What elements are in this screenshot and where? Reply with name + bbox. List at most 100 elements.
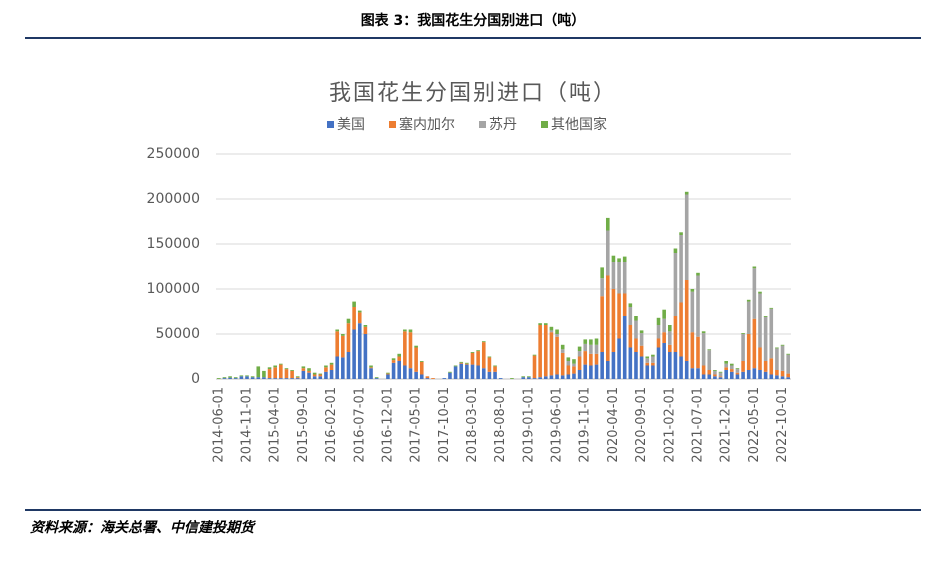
bar-segment [673,248,678,253]
bar-segment [566,365,571,375]
bar-segment [752,268,757,319]
bar-segment [572,373,576,379]
bar-segment [690,368,695,379]
bar-segment [645,365,650,379]
bar-segment [459,361,464,363]
bar-segment [707,349,712,351]
bar-segment [459,362,464,364]
bar-segment [594,344,599,354]
bar-segment [555,329,559,334]
bar-segment [673,352,678,379]
legend-label: 美国 [337,117,365,133]
bar-segment [470,352,475,365]
bar-segment [696,272,700,276]
bar-segment [363,325,368,327]
legend-swatch [327,121,334,128]
bar-segment [713,376,717,379]
bar-segment [617,258,621,262]
x-tick-label: 2019-11-01 [578,387,593,463]
bar-segment [256,366,261,378]
bar-segment [589,344,593,354]
bar-segment [701,333,706,366]
bar-segment [284,378,289,379]
bar-segment [431,378,435,379]
bar-segment [617,262,621,294]
bar-segment [763,316,768,361]
bar-segment [555,374,559,379]
bar-segment [487,356,492,358]
bar-segment [730,365,734,370]
bar-segment [690,291,695,333]
bar-segment [549,330,554,333]
bar-segment [707,374,712,379]
bar-segment [493,371,497,379]
y-tick-label: 0 [191,371,200,387]
bar-segment [295,376,300,378]
bar-segment [566,357,571,361]
bar-segment [453,366,458,379]
bar-segment [780,345,785,371]
x-tick-label: 2022-05-01 [747,387,762,463]
bar-segment [775,375,779,379]
bar-segment [594,338,599,345]
bar-segment [245,375,249,377]
bar-segment [667,352,672,379]
bar-segment [481,342,486,369]
bar-segment [346,323,351,352]
bar-segment [651,362,655,366]
bar-segment [679,302,683,357]
bar-segment [357,312,362,324]
bar-segment [386,373,390,375]
bar-segment [448,371,452,373]
bar-segment [679,232,683,235]
bar-segment [341,335,345,358]
bar-segment [555,336,559,375]
bar-segment [741,361,745,372]
bar-segment [696,275,700,337]
legend-swatch [541,121,548,128]
bar-segment [256,377,261,379]
bar-segment [566,374,571,379]
bar-segment [510,378,514,379]
bar-segment [786,373,790,378]
bar-segment [577,351,582,357]
bar-segment [656,347,661,379]
bar-segment [769,358,774,375]
bar-segment [605,217,610,231]
y-tick-label: 150000 [147,236,200,252]
bar-segment [701,331,706,334]
bar-segment [459,363,464,379]
bar-segment [639,330,644,334]
x-tick-label: 2020-09-01 [634,387,649,463]
bar-segment [628,325,633,348]
bar-segment [329,362,334,365]
bar-segment [549,332,554,376]
bar-segment [730,371,734,379]
bar-segment [538,325,542,378]
bar-segment [684,194,689,280]
bar-segment [527,376,531,378]
bar-segment [301,368,306,371]
bar-segment [391,362,396,379]
bar-segment [758,370,762,379]
bar-segment [357,323,362,379]
bar-segment [758,293,762,348]
chart-title: 我国花生分国别进口（吨） [329,81,617,106]
bar-segment [470,364,475,379]
bar-segment [690,332,695,369]
bar-segment [233,378,238,379]
bar-segment [481,341,486,343]
bar-segment [786,353,790,355]
bar-segment [290,370,294,371]
bar-segment [662,343,666,379]
bar-segment [713,370,717,375]
bar-segment [228,377,232,379]
bar-segment [667,331,672,345]
bar-segment [589,339,593,345]
bar-segment [600,352,604,379]
bar-segment [487,371,492,379]
bar-segment [273,367,277,379]
bar-segment [746,301,751,334]
bar-segment [301,370,306,379]
bar-segment [403,365,407,379]
